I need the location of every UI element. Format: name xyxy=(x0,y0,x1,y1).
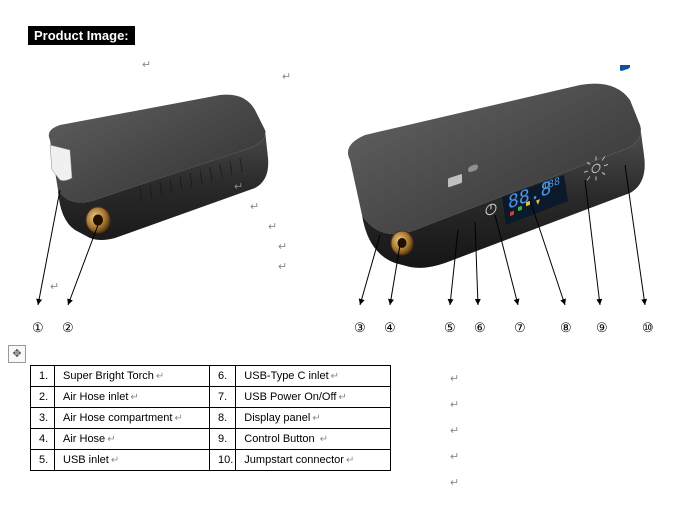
legend-num: 2. xyxy=(31,387,55,408)
para-mark: ↵ xyxy=(250,200,259,213)
legend-num: 3. xyxy=(31,408,55,429)
legend-text: USB-Type C inlet↵ xyxy=(236,366,391,387)
section-title: Product Image: xyxy=(28,26,135,45)
legend-text: USB Power On/Off↵ xyxy=(236,387,391,408)
callout-arrows xyxy=(0,50,674,360)
para-mark: ↵ xyxy=(282,70,291,83)
para-mark: ↵ xyxy=(450,398,459,411)
legend-text: Air Hose↵ xyxy=(55,429,210,450)
legend-num: 1. xyxy=(31,366,55,387)
move-handle-icon: ✥ xyxy=(8,345,26,363)
product-diagram: 88.8 188 xyxy=(0,50,674,350)
callout-6: ⑥ xyxy=(474,320,486,336)
callout-9: ⑨ xyxy=(596,320,608,336)
table-row: 3. Air Hose compartment↵ 8. Display pane… xyxy=(31,408,391,429)
callout-8: ⑧ xyxy=(560,320,572,336)
para-mark: ↵ xyxy=(50,280,59,293)
legend-table: 1. Super Bright Torch↵ 6. USB-Type C inl… xyxy=(30,365,391,471)
legend-num: 6. xyxy=(210,366,236,387)
para-mark: ↵ xyxy=(142,58,151,71)
table-row: 2. Air Hose inlet↵ 7. USB Power On/Off↵ xyxy=(31,387,391,408)
para-mark: ↵ xyxy=(450,424,459,437)
callout-3: ③ xyxy=(354,320,366,336)
legend-text: USB inlet↵ xyxy=(55,450,210,471)
para-mark: ↵ xyxy=(268,220,277,233)
callout-1: ① xyxy=(32,320,44,336)
legend-text: Jumpstart connector↵ xyxy=(236,450,391,471)
para-mark: ↵ xyxy=(450,372,459,385)
table-row: 5. USB inlet↵ 10. Jumpstart connector↵ xyxy=(31,450,391,471)
legend-text: Display panel↵ xyxy=(236,408,391,429)
callout-4: ④ xyxy=(384,320,396,336)
legend-num: 9. xyxy=(210,429,236,450)
para-mark: ↵ xyxy=(278,260,287,273)
legend-text: Air Hose inlet↵ xyxy=(55,387,210,408)
table-row: 1. Super Bright Torch↵ 6. USB-Type C inl… xyxy=(31,366,391,387)
callout-7: ⑦ xyxy=(514,320,526,336)
callout-2: ② xyxy=(62,320,74,336)
para-mark: ↵ xyxy=(278,240,287,253)
legend-num: 10. xyxy=(210,450,236,471)
legend-num: 4. xyxy=(31,429,55,450)
legend-num: 8. xyxy=(210,408,236,429)
para-mark: ↵ xyxy=(234,180,243,193)
callout-10: ⑩ xyxy=(642,320,654,336)
legend-num: 5. xyxy=(31,450,55,471)
legend-text: Super Bright Torch↵ xyxy=(55,366,210,387)
para-mark: ↵ xyxy=(450,476,459,489)
table-row: 4. Air Hose↵ 9. Control Button ↵ xyxy=(31,429,391,450)
para-mark: ↵ xyxy=(450,450,459,463)
legend-text: Air Hose compartment↵ xyxy=(55,408,210,429)
legend-num: 7. xyxy=(210,387,236,408)
legend-text: Control Button ↵ xyxy=(236,429,391,450)
callout-5: ⑤ xyxy=(444,320,456,336)
